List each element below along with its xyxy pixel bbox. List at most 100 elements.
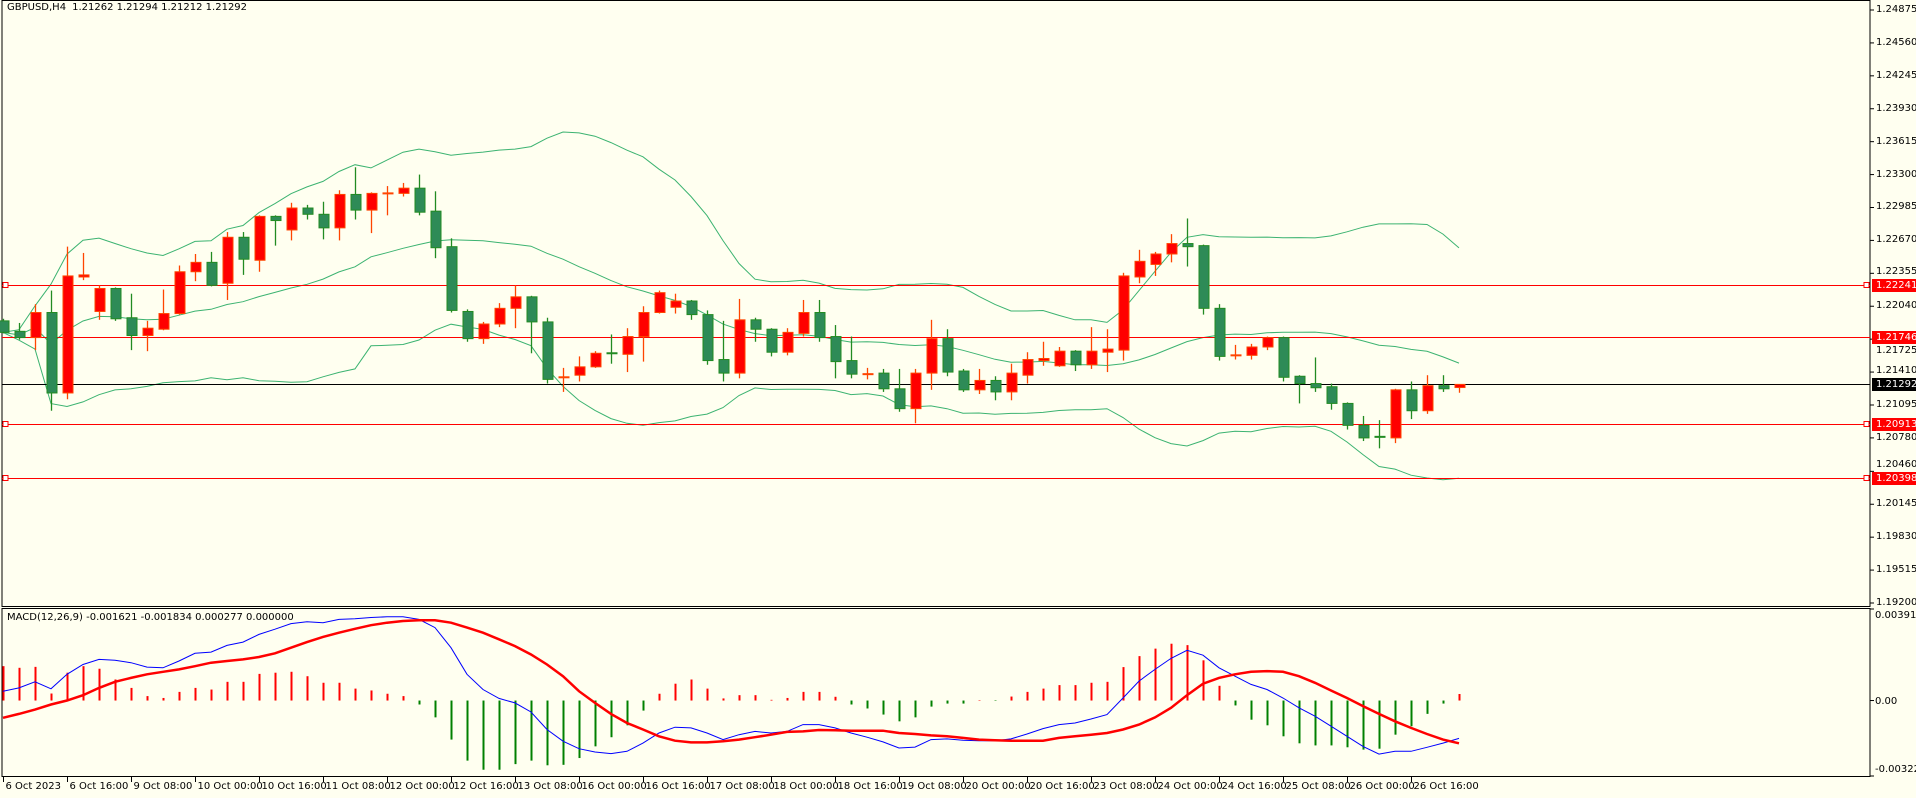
price-tick-label: 1.24245 — [1876, 69, 1916, 81]
bearish-candle — [1406, 381, 1418, 420]
candle-body — [718, 359, 730, 374]
time-tick-label: 20 Oct 16:00 — [1029, 781, 1095, 792]
candle-body — [654, 292, 666, 314]
price-tick-label: 1.21725 — [1876, 345, 1916, 356]
candle-body — [670, 300, 682, 308]
bullish-candle — [366, 192, 378, 234]
time-tick-label: 10 Oct 16:00 — [261, 781, 327, 792]
candle-body — [1150, 253, 1162, 265]
candle-body — [814, 312, 826, 339]
candle-body — [526, 296, 538, 323]
macd-lines — [2, 608, 1874, 777]
bullish-candle — [574, 356, 586, 382]
candle-body — [590, 352, 602, 368]
bullish-candle — [190, 253, 202, 282]
bullish-candle — [670, 293, 682, 314]
bullish-candle — [590, 351, 602, 368]
bearish-candle — [718, 320, 730, 382]
candle-doji — [1374, 435, 1386, 438]
candle-body — [1006, 372, 1018, 393]
time-tick-label: 13 Oct 08:00 — [517, 781, 583, 792]
time-tick-label: 18 Oct 00:00 — [773, 781, 839, 792]
macd-axis-max: 0.003915 — [1875, 610, 1916, 621]
bullish-candle — [398, 182, 410, 197]
candle-body — [1406, 389, 1418, 412]
candle-body — [14, 330, 26, 339]
time-tick-label: 10 Oct 00:00 — [197, 781, 263, 792]
candle-body — [414, 187, 426, 213]
macd-axis-zero: 0.00 — [1875, 696, 1898, 707]
candle-body — [126, 317, 138, 336]
candle-body — [510, 296, 522, 309]
time-tick-label: 20 Oct 00:00 — [965, 781, 1031, 792]
candle-body — [734, 319, 746, 374]
price-chart[interactable] — [0, 0, 1916, 608]
candle-body — [782, 331, 794, 353]
bullish-candle — [862, 367, 874, 380]
candles — [0, 167, 1466, 449]
price-tick-label: 1.24560 — [1876, 36, 1916, 48]
candle-body — [206, 261, 218, 286]
bearish-candle — [990, 376, 1002, 401]
bullish-candle — [1454, 383, 1466, 393]
macd-histogram — [2, 643, 1461, 770]
bearish-candle — [1214, 304, 1226, 361]
bearish-candle — [318, 201, 330, 240]
time-tick-label: 16 Oct 16:00 — [645, 781, 711, 792]
bearish-candle — [1182, 218, 1194, 267]
bearish-candle — [1198, 244, 1210, 315]
candle-body — [750, 319, 762, 330]
bullish-candle — [558, 367, 570, 392]
bearish-candle — [1374, 420, 1386, 449]
price-tick-label: 1.24875 — [1876, 4, 1916, 15]
bearish-candle — [1438, 375, 1450, 392]
price-tick-label: 1.19200 — [1876, 597, 1916, 608]
time-tick-label: 9 Oct 08:00 — [133, 781, 193, 792]
bollinger-upper-band — [2, 131, 1460, 333]
macd-signal-line — [2, 619, 1460, 745]
candle-body — [1118, 275, 1130, 351]
bearish-candle — [702, 310, 714, 365]
bullish-candle — [926, 319, 938, 390]
candle-body — [158, 313, 170, 330]
candle-body — [1038, 357, 1050, 362]
bearish-candle — [302, 204, 314, 220]
candle-body — [366, 192, 378, 211]
bearish-candle — [686, 299, 698, 320]
level-marker-right — [1863, 475, 1870, 481]
candle-body — [110, 287, 122, 320]
level-price-label[interactable]: 1.21746 — [1872, 331, 1916, 344]
bearish-candle — [270, 215, 282, 246]
candle-body — [1342, 402, 1354, 426]
bullish-candle — [142, 320, 154, 352]
level-marker-right — [1863, 282, 1870, 288]
candle-body — [574, 366, 586, 376]
bearish-candle — [846, 336, 858, 379]
price-tick-label: 1.21095 — [1876, 398, 1916, 410]
candle-body — [446, 246, 458, 311]
bearish-candle — [1342, 402, 1354, 430]
candle-body — [46, 312, 58, 394]
candle-body — [62, 275, 74, 394]
candle-body — [1294, 375, 1306, 385]
bearish-candle — [958, 368, 970, 392]
candle-body — [910, 372, 922, 410]
bearish-candle — [430, 191, 442, 259]
bullish-candle — [30, 304, 42, 351]
level-marker-left — [2, 282, 9, 288]
level-price-label[interactable]: 1.20398 — [1872, 472, 1916, 485]
price-tick-label: 1.22985 — [1876, 201, 1916, 213]
time-tick-label: 24 Oct 16:00 — [1221, 781, 1287, 792]
bullish-candle — [1022, 352, 1034, 384]
candle-body — [430, 210, 442, 249]
level-price-label[interactable]: 1.20913 — [1872, 418, 1916, 431]
horizontal-levels — [2, 282, 1870, 481]
bullish-candle — [478, 321, 490, 344]
bearish-candle — [750, 317, 762, 342]
level-price-label[interactable]: 1.22241 — [1872, 279, 1916, 292]
candle-body — [990, 379, 1002, 393]
candle-body — [254, 215, 266, 261]
bearish-candle — [878, 368, 890, 392]
candle-doji — [558, 376, 570, 379]
